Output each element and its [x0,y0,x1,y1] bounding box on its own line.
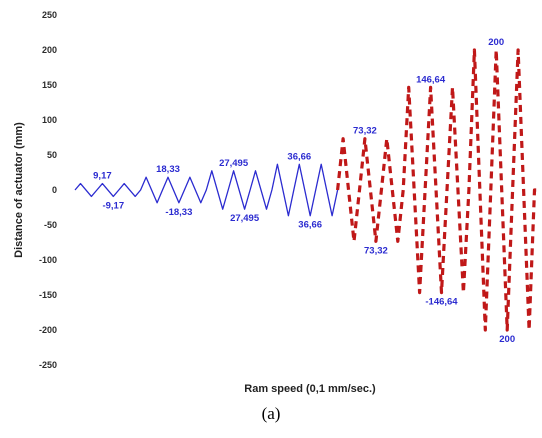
data-label: 146,64 [416,74,446,85]
y-tick-label: 0 [52,185,57,195]
y-tick-label: -200 [39,325,57,335]
y-tick-label: 150 [42,80,57,90]
data-label: 200 [499,334,515,345]
x-axis-title: Ram speed (0,1 mm/sec.) [244,383,376,395]
data-label: 27,495 [219,158,249,169]
data-label: 9,17 [93,171,112,182]
figure-caption: (a) [261,404,281,423]
y-tick-label: 200 [42,45,57,55]
data-label: -146,64 [425,297,458,308]
series-line-blue [74,163,339,217]
data-label: 73,32 [364,245,388,256]
data-label: 73,32 [353,126,377,137]
y-axis-title: Distance of actuator (mm) [13,122,25,258]
y-tick-label: 50 [47,150,57,160]
data-label: -9,17 [102,200,124,211]
y-tick-label: -250 [39,360,57,370]
data-label: 27,495 [230,213,260,224]
data-label: 18,33 [156,164,180,175]
series-line-red [336,48,540,332]
y-tick-label: -100 [39,255,57,265]
y-tick-label: 100 [42,115,57,125]
y-tick-label: 250 [42,10,57,20]
y-tick-label: -150 [39,290,57,300]
data-label: 36,66 [298,220,322,231]
y-tick-label: -50 [44,220,57,230]
data-label: 36,66 [287,151,311,162]
data-label: -18,33 [165,207,192,218]
data-label: 200 [488,37,504,48]
